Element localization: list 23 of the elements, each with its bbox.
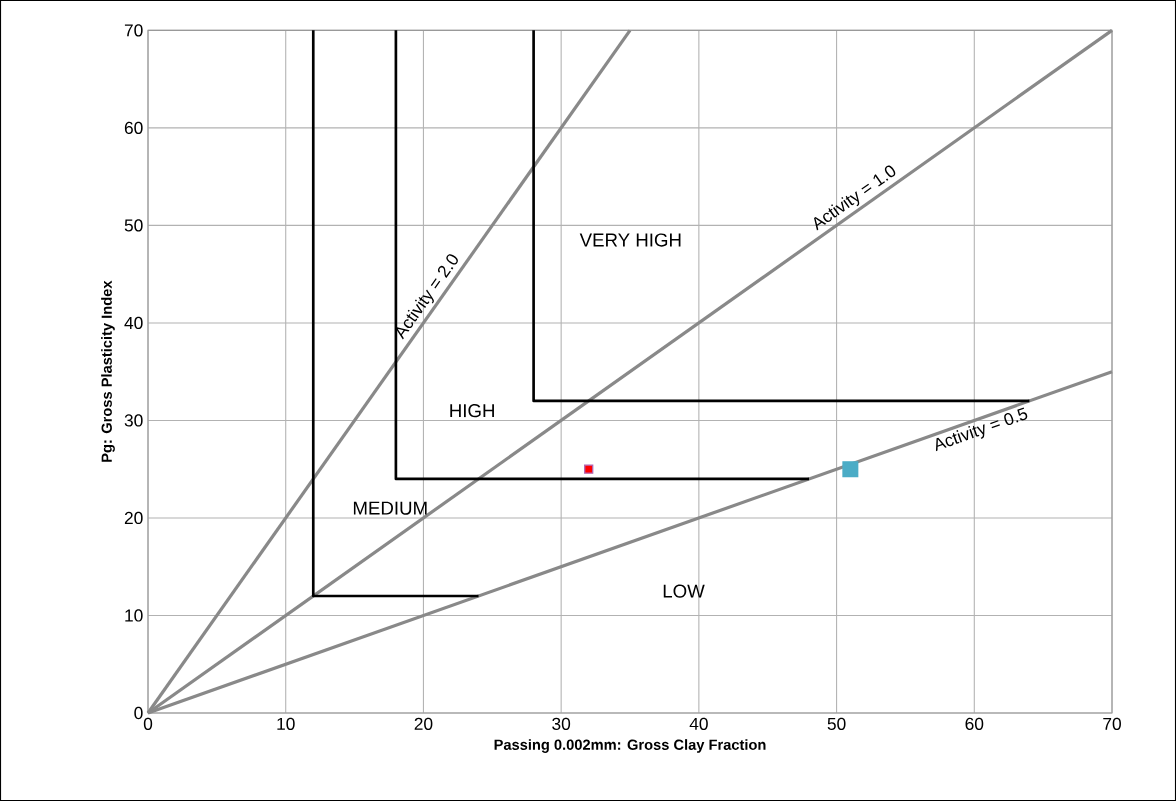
x-tick-label: 50 — [827, 717, 846, 730]
annotation: VERY HIGH — [579, 233, 681, 247]
x-tick-label: 0 — [143, 717, 153, 730]
y-axis-title: Pg: Gross Plasticity Index — [101, 280, 115, 462]
x-tick-label: 30 — [552, 717, 571, 730]
y-tick-label: 20 — [124, 511, 143, 525]
y-tick-label: 0 — [134, 706, 143, 720]
y-tick-label: 70 — [124, 24, 143, 37]
y-tick-label: 30 — [124, 414, 143, 427]
y-tick-label: 40 — [124, 316, 143, 330]
annotation: LOW — [663, 584, 705, 598]
annotation: MEDIUM — [353, 501, 427, 515]
y-tick-label: 50 — [124, 219, 143, 232]
x-tick-label: 60 — [965, 717, 984, 730]
x-tick-label: 40 — [689, 717, 708, 730]
x-tick-label: 10 — [277, 717, 295, 730]
text: Activity = 0.5 — [935, 407, 1028, 452]
y-tick-label: 60 — [124, 121, 143, 134]
y-tick-label: 10 — [125, 609, 143, 622]
x-tick-label: 20 — [414, 717, 433, 730]
annotation: HIGH — [450, 404, 494, 418]
x-tick-label: 70 — [1103, 717, 1121, 730]
x-axis-title: Passing 0.002mm: Gross Clay Fraction — [494, 739, 766, 753]
